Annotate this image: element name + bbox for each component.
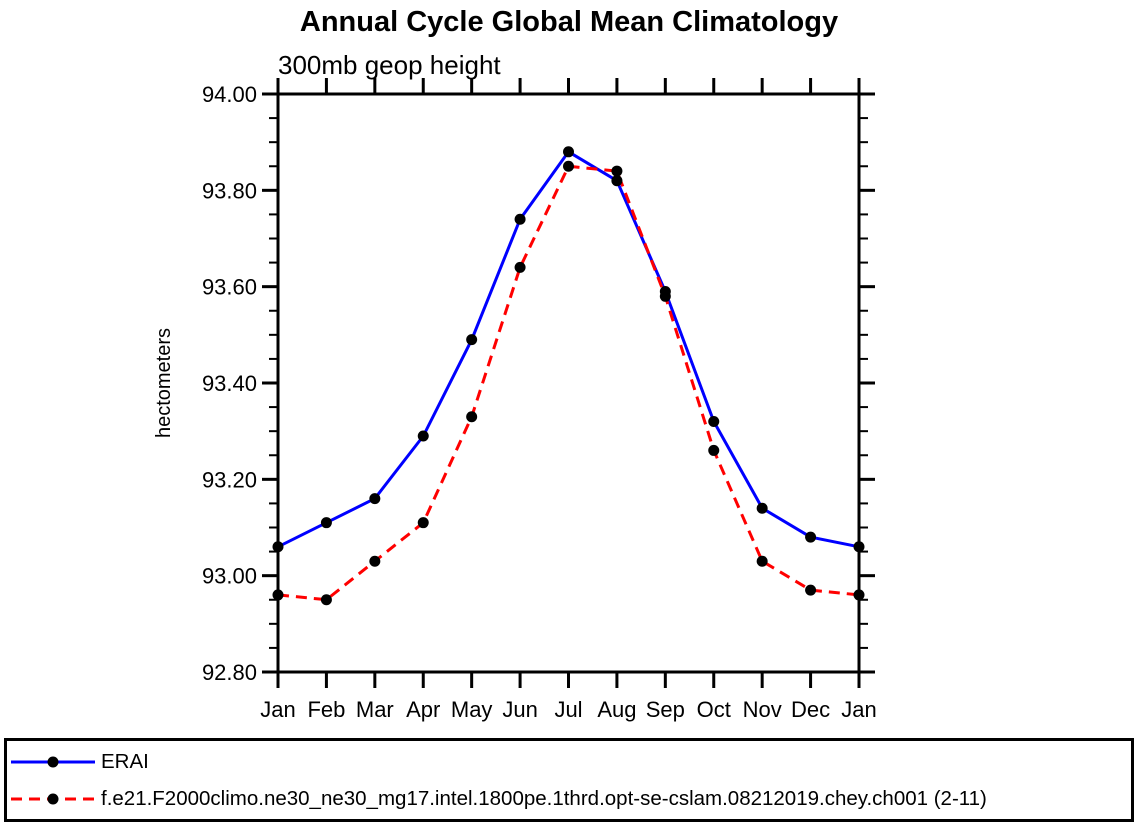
svg-text:94.00: 94.00 <box>202 82 257 107</box>
svg-text:93.80: 93.80 <box>202 178 257 203</box>
svg-text:Jul: Jul <box>554 697 582 722</box>
svg-text:May: May <box>451 697 493 722</box>
x-axis-ticks <box>276 78 861 688</box>
svg-text:93.00: 93.00 <box>202 564 257 589</box>
series-line-1 <box>277 164 860 602</box>
legend-label-erai: ERAI <box>101 749 149 773</box>
svg-text:Feb: Feb <box>307 697 345 722</box>
y-axis-minor-ticks <box>269 117 868 649</box>
data-point-markers <box>272 146 865 606</box>
svg-text:Sep: Sep <box>646 697 685 722</box>
series-lines <box>277 149 860 602</box>
svg-text:Jan: Jan <box>841 697 876 722</box>
svg-text:Aug: Aug <box>597 697 636 722</box>
legend-label-model: f.e21.F2000climo.ne30_ne30_mg17.intel.18… <box>101 786 987 810</box>
chart-title: Annual Cycle Global Mean Climatology <box>299 6 839 38</box>
svg-text:Apr: Apr <box>406 697 440 722</box>
model-line-sample <box>11 793 95 804</box>
svg-text:Jun: Jun <box>502 697 537 722</box>
erai-marker-icon <box>47 756 59 767</box>
svg-text:93.20: 93.20 <box>202 467 257 492</box>
svg-text:Dec: Dec <box>791 697 830 722</box>
series-line-0 <box>277 149 860 549</box>
chart-subtitle: 300mb geop height <box>278 50 501 80</box>
y-axis-major-ticks <box>262 92 875 674</box>
y-axis-tick-labels: 94.00 93.80 93.60 93.40 93.20 93.00 92.80 <box>202 82 257 685</box>
legend-box: ERAI f.e21.F2000climo.ne30_ne30_mg17.int… <box>4 738 1134 822</box>
plot-area: hectometers 94.00 93.80 93.60 93.40 93.20 93.… <box>153 78 877 722</box>
y-axis-label: hectometers <box>153 328 175 438</box>
svg-text:92.80: 92.80 <box>202 660 257 685</box>
svg-text:Mar: Mar <box>356 697 394 722</box>
model-marker-icon <box>47 793 59 804</box>
plot-frame <box>276 92 861 674</box>
svg-text:Oct: Oct <box>697 697 731 722</box>
legend-item-model: f.e21.F2000climo.ne30_ne30_mg17.intel.18… <box>9 781 1131 817</box>
svg-text:93.60: 93.60 <box>202 275 257 300</box>
svg-text:Nov: Nov <box>743 697 782 722</box>
x-axis-tick-labels: Jan Feb Mar Apr May Jun Jul Aug Sep Oct Nov Dec Jan <box>260 697 876 722</box>
svg-text:Jan: Jan <box>260 697 295 722</box>
erai-line-sample <box>11 756 95 767</box>
legend-item-erai: ERAI <box>9 744 1131 780</box>
svg-text:93.40: 93.40 <box>202 371 257 396</box>
